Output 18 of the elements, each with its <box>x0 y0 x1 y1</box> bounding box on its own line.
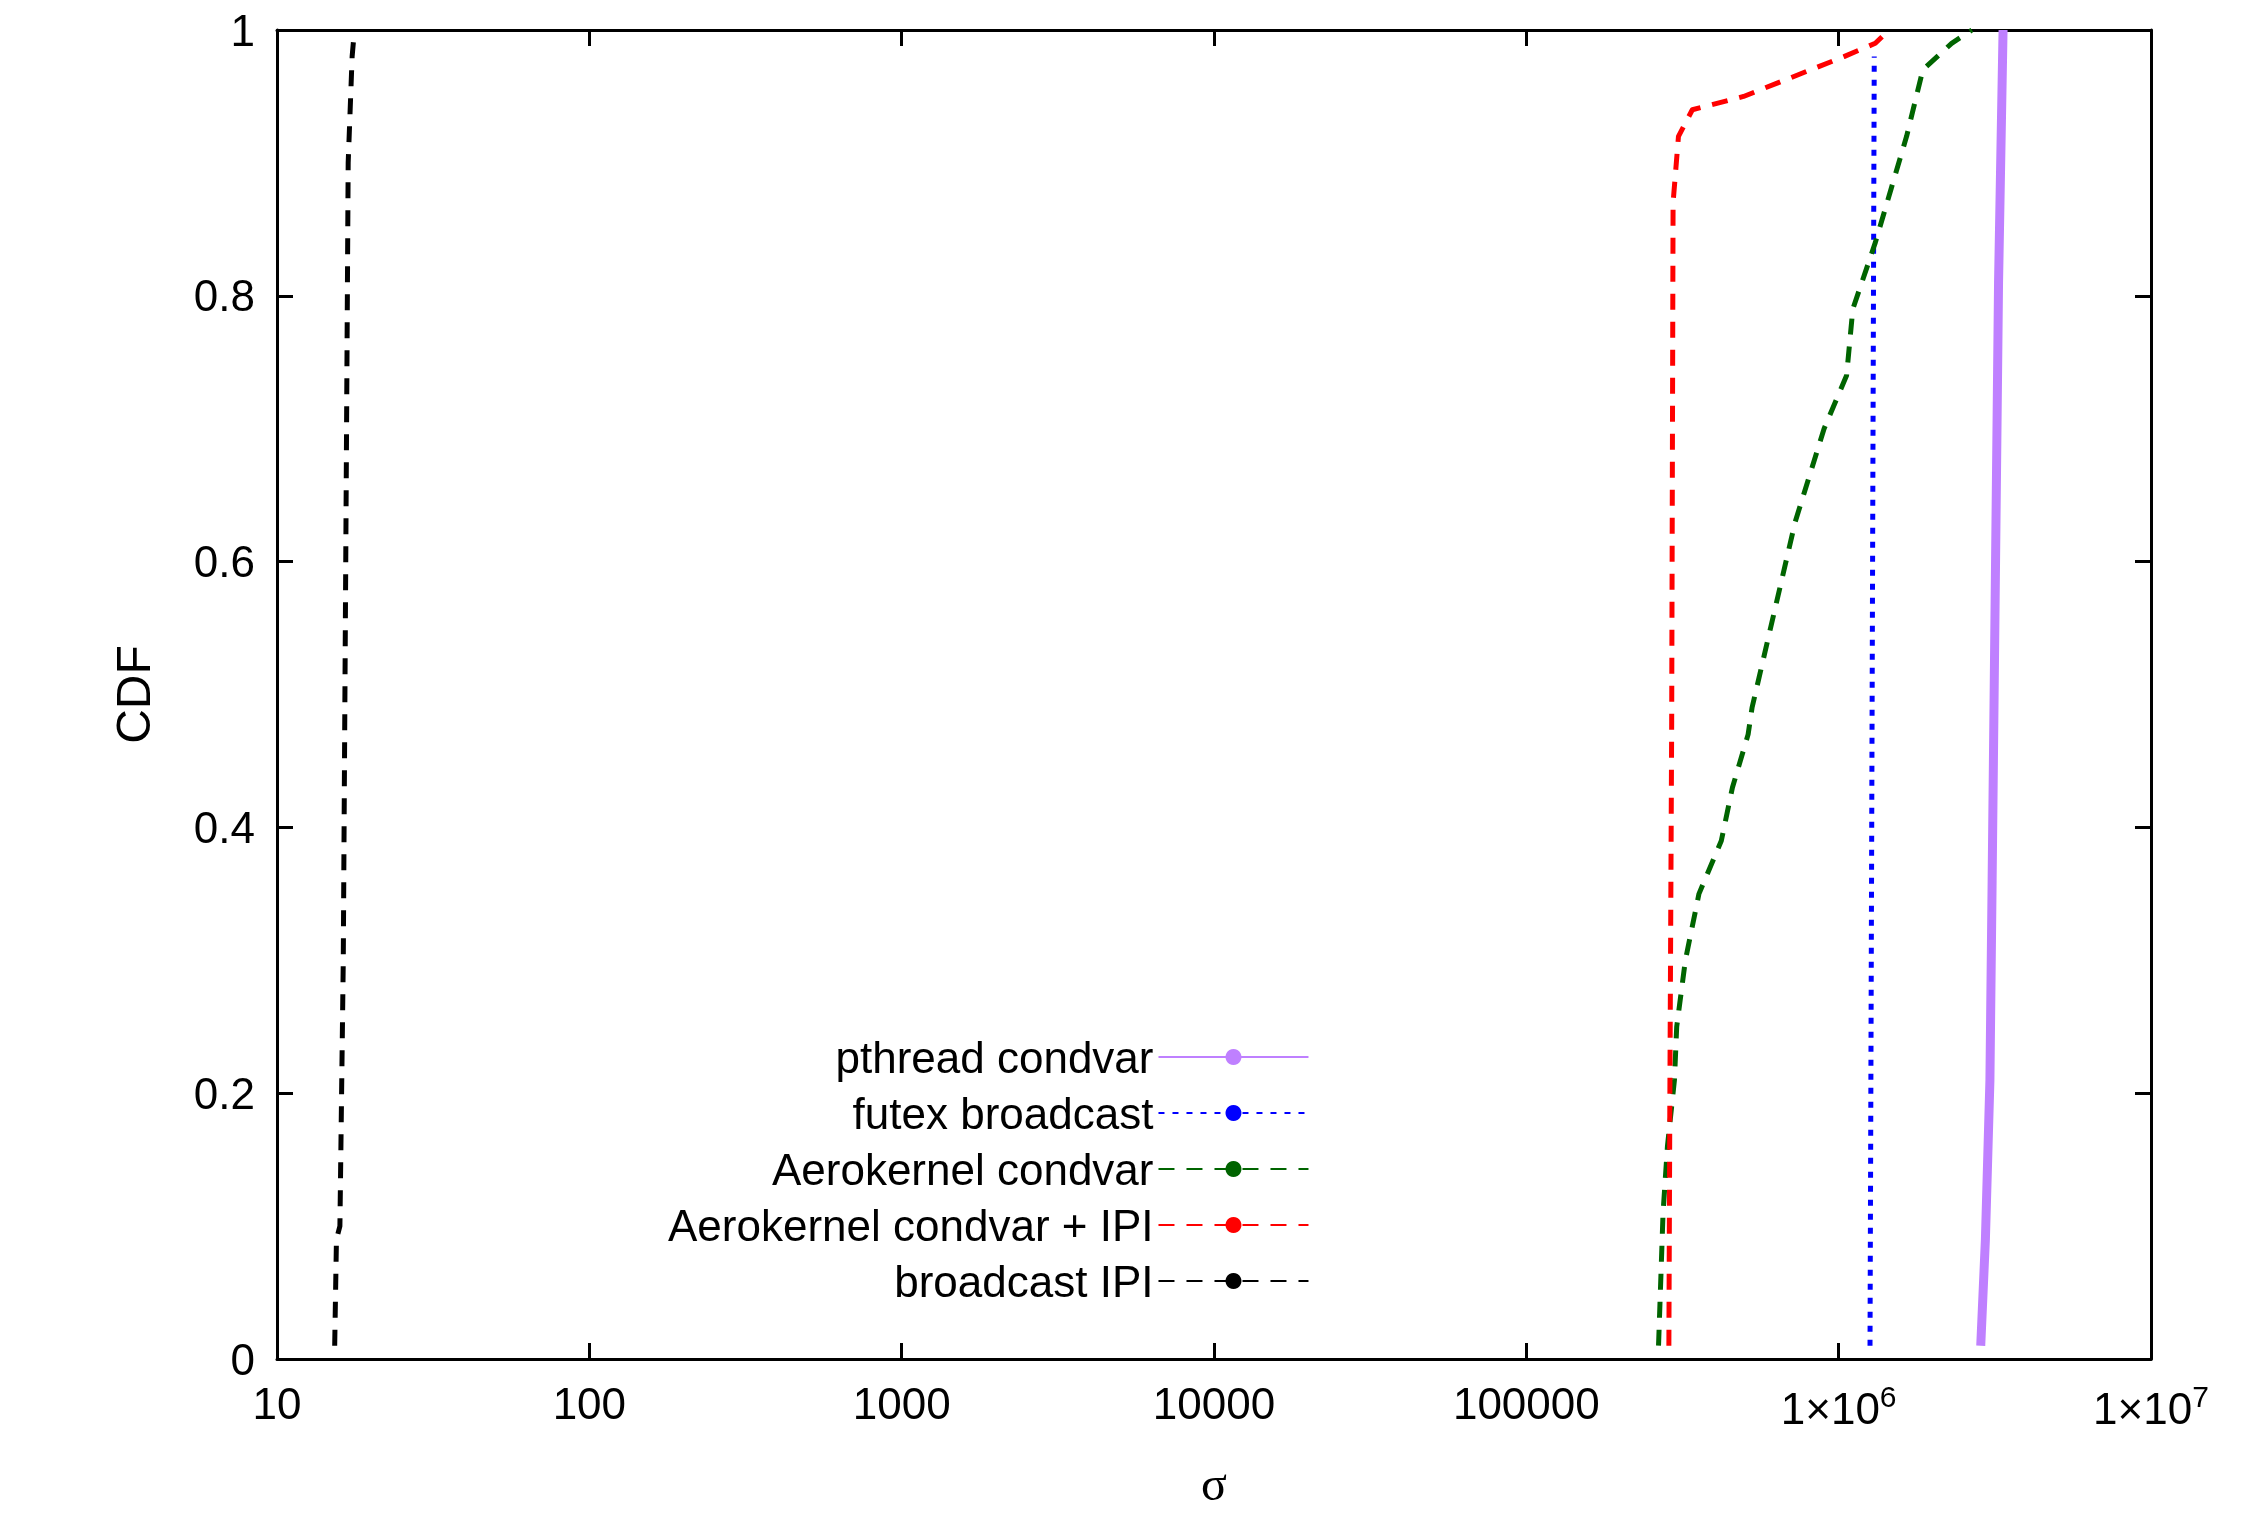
y-axis-title: CDF <box>106 645 160 744</box>
x-tick-label: 10 <box>252 1378 302 1428</box>
legend-label: Aerokernel condvar + IPI <box>668 1200 1154 1250</box>
legend-label: broadcast IPI <box>894 1256 1154 1306</box>
y-tick-label: 0.8 <box>193 271 255 321</box>
x-tick-label: 100000 <box>1452 1378 1600 1428</box>
x-tick-label: 100 <box>552 1378 627 1428</box>
y-tick-label: 0.2 <box>193 1068 255 1118</box>
y-tick-label: 0.4 <box>193 802 255 852</box>
x-tick-label: 1000 <box>852 1378 951 1428</box>
legend-label: Aerokernel condvar <box>771 1144 1154 1194</box>
x-axis-title: σ <box>1201 1456 1228 1510</box>
x-tick-label: 10000 <box>1152 1378 1276 1428</box>
y-tick-label: 0.6 <box>193 537 255 587</box>
legend-label: pthread condvar <box>835 1032 1154 1082</box>
y-tick-label: 0 <box>230 1334 255 1384</box>
y-tick-label: 1 <box>230 5 255 55</box>
legend-label: futex broadcast <box>852 1088 1154 1138</box>
